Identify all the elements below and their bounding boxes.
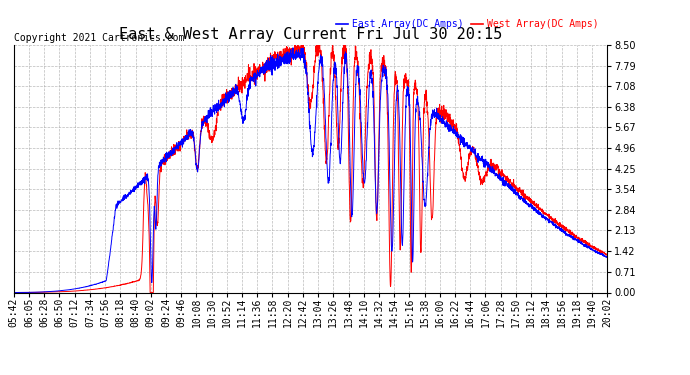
Legend: East Array(DC Amps), West Array(DC Amps): East Array(DC Amps), West Array(DC Amps) bbox=[333, 15, 602, 33]
West Array(DC Amps) bbox=[237, 87, 246, 92]
East Array(DC Amps) bbox=[591, 250, 600, 254]
East Array(DC Amps) bbox=[263, 65, 271, 70]
West Array(DC Amps) bbox=[528, 201, 536, 205]
East Array(DC Amps) bbox=[603, 254, 611, 258]
East Array(DC Amps) bbox=[77, 285, 86, 290]
West Array(DC Amps) bbox=[10, 290, 18, 295]
Line: East Array(DC Amps): East Array(DC Amps) bbox=[14, 48, 607, 292]
East Array(DC Amps) bbox=[528, 205, 536, 209]
West Array(DC Amps) bbox=[591, 247, 600, 251]
East Array(DC Amps) bbox=[237, 112, 246, 117]
West Array(DC Amps) bbox=[77, 288, 86, 293]
East Array(DC Amps) bbox=[10, 290, 18, 295]
East Array(DC Amps) bbox=[112, 204, 121, 209]
Title: East & West Array Current Fri Jul 30 20:15: East & West Array Current Fri Jul 30 20:… bbox=[119, 27, 502, 42]
West Array(DC Amps) bbox=[263, 65, 271, 69]
East Array(DC Amps) bbox=[289, 45, 297, 50]
West Array(DC Amps) bbox=[294, 38, 302, 42]
West Array(DC Amps) bbox=[112, 284, 121, 288]
Line: West Array(DC Amps): West Array(DC Amps) bbox=[14, 40, 607, 292]
Text: Copyright 2021 Cartronics.com: Copyright 2021 Cartronics.com bbox=[14, 33, 184, 42]
West Array(DC Amps) bbox=[603, 252, 611, 257]
